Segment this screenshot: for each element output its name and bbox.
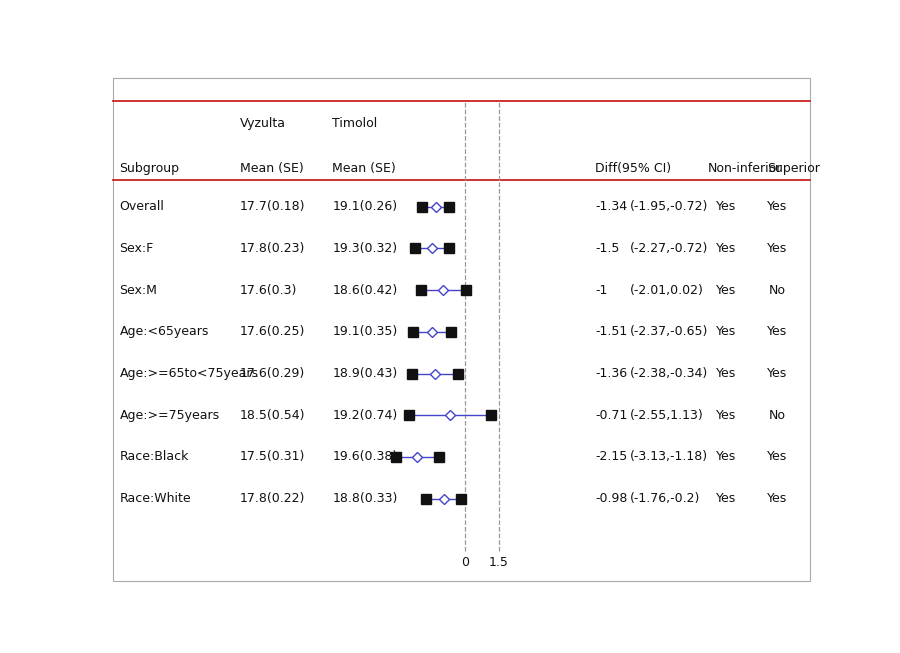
Text: 17.6(0.29): 17.6(0.29): [240, 367, 305, 380]
Text: -1.5: -1.5: [595, 242, 619, 255]
Text: Mean (SE): Mean (SE): [332, 163, 396, 176]
Text: Yes: Yes: [767, 451, 788, 464]
Text: Non-inferior: Non-inferior: [708, 163, 782, 176]
Text: 18.9(0.43): 18.9(0.43): [332, 367, 398, 380]
Text: -1.51: -1.51: [595, 325, 627, 338]
Text: -0.71: -0.71: [595, 409, 627, 422]
Text: -1.34: -1.34: [595, 200, 627, 213]
Text: Race:White: Race:White: [120, 492, 191, 505]
Text: (-2.38,-0.34): (-2.38,-0.34): [630, 367, 708, 380]
Text: Yes: Yes: [767, 325, 788, 338]
Text: Yes: Yes: [767, 242, 788, 255]
Text: Sex:M: Sex:M: [120, 283, 158, 296]
Text: Yes: Yes: [716, 409, 735, 422]
Text: Superior: Superior: [767, 163, 820, 176]
Text: Age:<65years: Age:<65years: [120, 325, 209, 338]
Text: Yes: Yes: [716, 367, 735, 380]
Text: Yes: Yes: [767, 200, 788, 213]
Text: Mean (SE): Mean (SE): [240, 163, 304, 176]
Text: Yes: Yes: [716, 325, 735, 338]
Text: Sex:F: Sex:F: [120, 242, 154, 255]
Text: (-2.27,-0.72): (-2.27,-0.72): [630, 242, 708, 255]
Text: Age:>=75years: Age:>=75years: [120, 409, 220, 422]
Text: 17.8(0.22): 17.8(0.22): [240, 492, 305, 505]
Text: Yes: Yes: [716, 242, 735, 255]
Text: Timolol: Timolol: [332, 117, 377, 130]
Text: 18.6(0.42): 18.6(0.42): [332, 283, 398, 296]
Text: Yes: Yes: [767, 492, 788, 505]
Text: (-3.13,-1.18): (-3.13,-1.18): [630, 451, 708, 464]
Text: 17.6(0.25): 17.6(0.25): [240, 325, 305, 338]
Text: Race:Black: Race:Black: [120, 451, 189, 464]
Text: Yes: Yes: [716, 492, 735, 505]
Text: 1.5: 1.5: [489, 556, 508, 569]
Text: 19.2(0.74): 19.2(0.74): [332, 409, 398, 422]
Text: (-1.95,-0.72): (-1.95,-0.72): [630, 200, 708, 213]
Text: 19.6(0.38): 19.6(0.38): [332, 451, 398, 464]
Text: 0: 0: [462, 556, 470, 569]
Text: 18.8(0.33): 18.8(0.33): [332, 492, 398, 505]
Text: Yes: Yes: [716, 283, 735, 296]
Text: (-2.37,-0.65): (-2.37,-0.65): [630, 325, 708, 338]
Text: Age:>=65to<75years: Age:>=65to<75years: [120, 367, 258, 380]
Text: -1.36: -1.36: [595, 367, 627, 380]
Text: (-2.55,1.13): (-2.55,1.13): [630, 409, 704, 422]
Text: Diff(95% CI): Diff(95% CI): [595, 163, 671, 176]
Text: 17.8(0.23): 17.8(0.23): [240, 242, 305, 255]
Text: 17.6(0.3): 17.6(0.3): [240, 283, 298, 296]
Text: Subgroup: Subgroup: [120, 163, 179, 176]
Text: 19.1(0.26): 19.1(0.26): [332, 200, 397, 213]
Text: 19.1(0.35): 19.1(0.35): [332, 325, 398, 338]
Text: -1: -1: [595, 283, 608, 296]
Text: No: No: [769, 409, 786, 422]
Text: -2.15: -2.15: [595, 451, 627, 464]
Text: 17.7(0.18): 17.7(0.18): [240, 200, 306, 213]
Text: No: No: [769, 283, 786, 296]
Text: Vyzulta: Vyzulta: [240, 117, 286, 130]
Text: Overall: Overall: [120, 200, 165, 213]
Text: (-1.76,-0.2): (-1.76,-0.2): [630, 492, 700, 505]
Text: (-2.01,0.02): (-2.01,0.02): [630, 283, 704, 296]
Text: Yes: Yes: [716, 200, 735, 213]
Text: Yes: Yes: [716, 451, 735, 464]
Text: 17.5(0.31): 17.5(0.31): [240, 451, 305, 464]
Text: Yes: Yes: [767, 367, 788, 380]
Text: 19.3(0.32): 19.3(0.32): [332, 242, 397, 255]
Text: 18.5(0.54): 18.5(0.54): [240, 409, 306, 422]
Text: -0.98: -0.98: [595, 492, 627, 505]
